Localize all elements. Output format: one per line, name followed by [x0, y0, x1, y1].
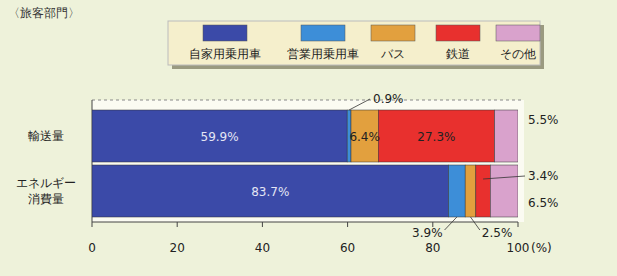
legend-swatch: [301, 25, 345, 41]
legend-label: 鉄道: [446, 47, 470, 61]
bar-segment: [378, 110, 494, 162]
label-leader: [349, 99, 370, 110]
x-tick-label: 40: [255, 241, 270, 255]
category-label: エネルギー消費量: [16, 176, 76, 206]
x-tick-label: 0: [88, 241, 96, 255]
legend-swatch: [203, 25, 247, 41]
legend: 自家用乗用車 営業用乗用車 バス 鉄道 その他: [168, 21, 544, 69]
category-label-line: 消費量: [28, 192, 64, 206]
x-tick: [518, 222, 519, 227]
x-tick: [92, 222, 93, 227]
legend-label: 自家用乗用車: [189, 47, 261, 61]
x-tick: [347, 222, 348, 227]
bar-segment: [92, 110, 347, 162]
x-tick-label: 20: [170, 241, 185, 255]
data-label: 83.7%: [251, 185, 289, 199]
bar-segment: [490, 165, 518, 217]
data-label: 27.3%: [417, 130, 455, 144]
x-tick-label: 60: [340, 241, 355, 255]
legend-label: 営業用乗用車: [287, 47, 359, 61]
data-label: 6.5%: [528, 196, 559, 210]
data-label: 5.5%: [528, 113, 559, 127]
legend-swatch: [496, 25, 540, 41]
x-axis-label: (%): [531, 241, 552, 255]
bar-segment: [449, 165, 466, 217]
category-label-line: エネルギー: [16, 176, 76, 190]
data-label: 6.4%: [349, 130, 380, 144]
label-leader: [445, 217, 457, 230]
data-label: 2.5%: [482, 226, 513, 240]
plot-top-edge: [92, 100, 524, 101]
x-tick: [177, 222, 178, 227]
legend-label: その他: [500, 47, 536, 61]
legend-swatch: [436, 25, 480, 41]
plot-area: [92, 100, 524, 222]
category-label: 輸送量: [28, 129, 64, 143]
label-leader: [471, 217, 480, 230]
legend-swatch: [371, 25, 415, 41]
bar-segment: [495, 110, 518, 162]
legend-box: [168, 21, 540, 65]
data-label: 59.9%: [201, 130, 239, 144]
data-label: 3.4%: [528, 169, 559, 183]
bar-segment: [92, 165, 449, 217]
title: 〈旅客部門〉: [8, 6, 80, 20]
legend-label: バス: [380, 47, 405, 61]
chart: 〈旅客部門〉自家用乗用車 営業用乗用車 バス 鉄道 その他 0 20 40 60 80 100(%)…: [0, 0, 617, 276]
x-tick-label: 100: [507, 241, 530, 255]
x-tick: [262, 222, 263, 227]
data-label: 3.9%: [412, 226, 443, 240]
bar-segment: [476, 165, 490, 217]
label-leader: [483, 176, 525, 179]
data-label: 0.9%: [373, 92, 404, 106]
background: [0, 0, 617, 276]
bars: [92, 110, 518, 217]
x-tick-label: 80: [425, 241, 440, 255]
bar-segment: [465, 165, 476, 217]
x-axis-line: [92, 222, 518, 223]
